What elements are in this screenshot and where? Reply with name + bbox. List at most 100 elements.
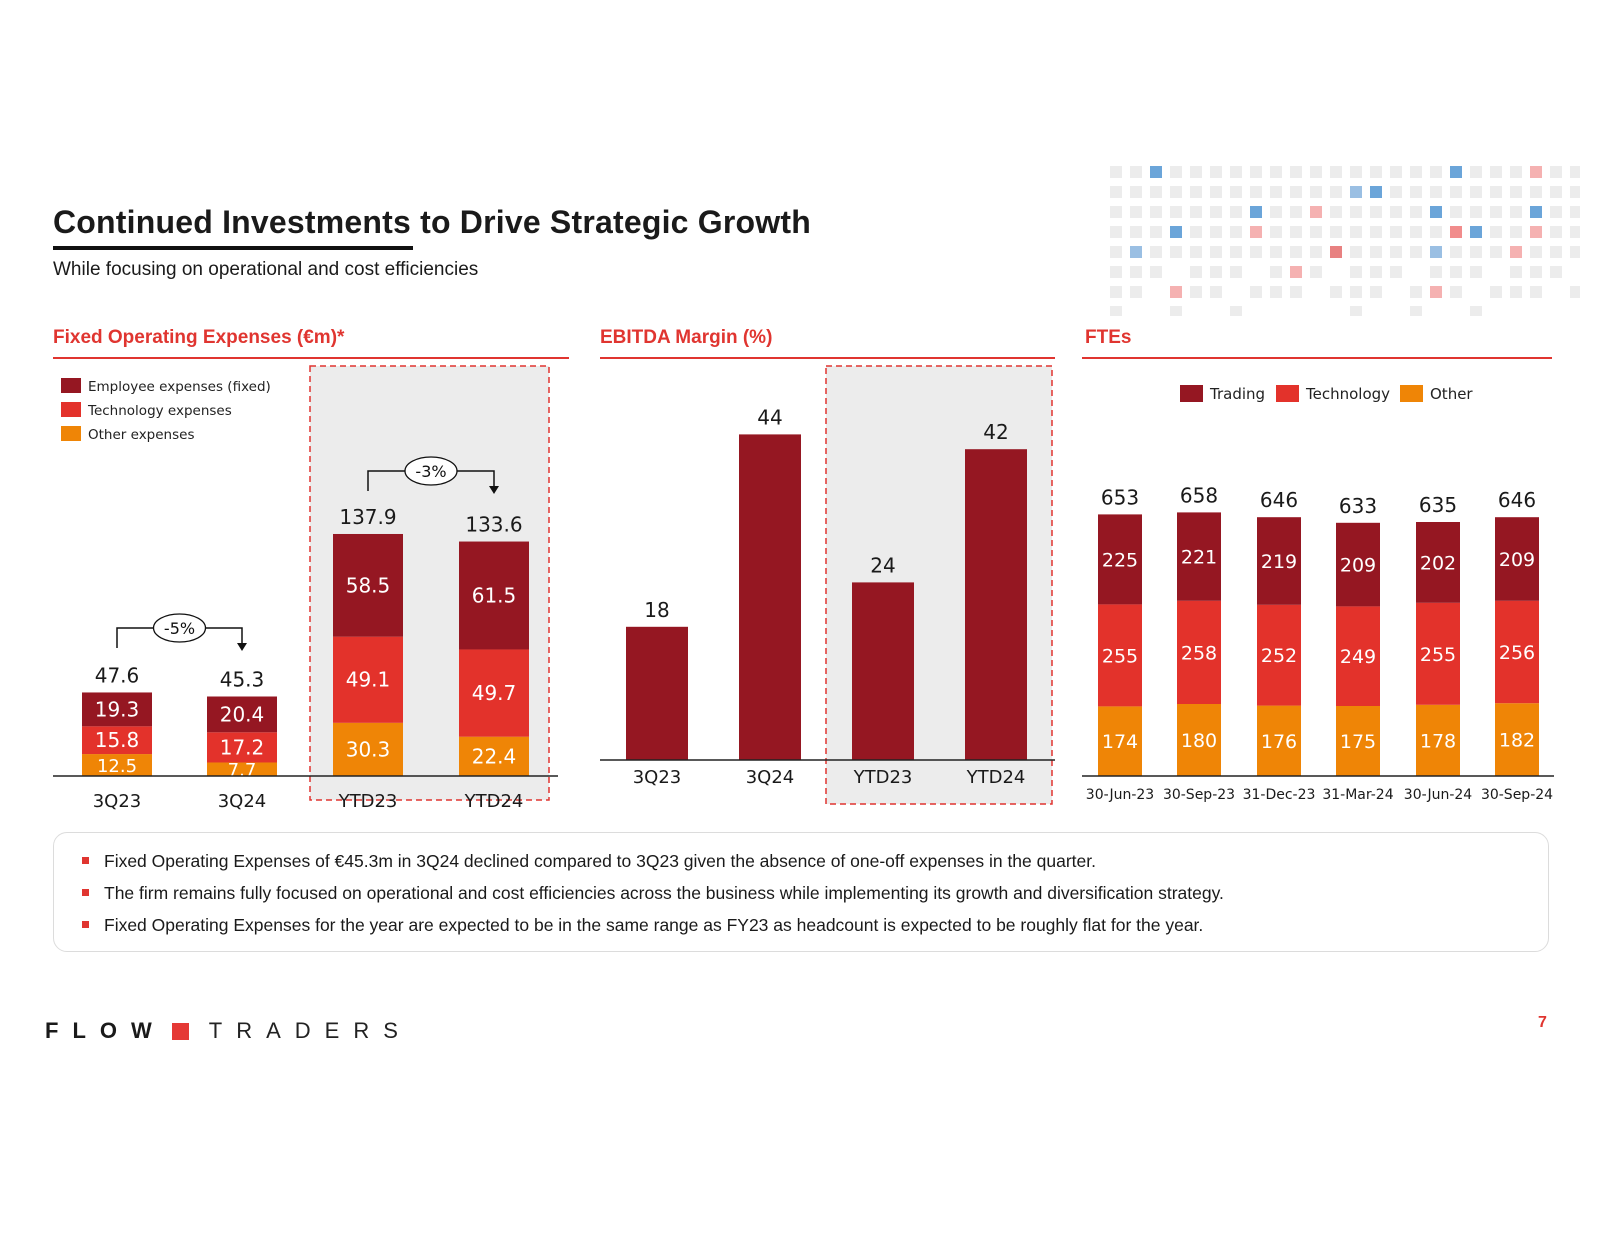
- bar-segment: [1257, 604, 1301, 706]
- mosaic-tile: [1390, 226, 1402, 238]
- bar-segment: [82, 726, 152, 755]
- bullet-marker: [82, 889, 89, 896]
- data-label: 176: [1261, 731, 1297, 753]
- bar-segment: [1336, 606, 1380, 706]
- legend-swatch: [61, 426, 81, 441]
- bar-segment: [82, 754, 152, 776]
- data-label: 255: [1420, 644, 1456, 666]
- mosaic-tile: [1170, 186, 1182, 198]
- x-tick-label: YTD24: [464, 791, 524, 812]
- mosaic-tile: [1530, 166, 1542, 178]
- mosaic-tile: [1510, 206, 1522, 218]
- total-label: 137.9: [339, 505, 396, 529]
- mosaic-tile: [1110, 166, 1122, 178]
- mosaic-tile: [1370, 186, 1382, 198]
- mosaic-tile: [1130, 166, 1142, 178]
- bar-segment: [82, 692, 152, 727]
- bar-segment: [1495, 600, 1539, 704]
- mosaic-tile: [1190, 286, 1202, 298]
- x-tick-label: 31-Mar-24: [1322, 787, 1393, 803]
- mosaic-tile: [1510, 246, 1522, 258]
- mosaic-tile: [1210, 206, 1222, 218]
- mosaic-tile: [1570, 286, 1580, 298]
- mosaic-tile: [1130, 206, 1142, 218]
- mosaic-tile: [1150, 186, 1162, 198]
- annotation-label: -3%: [415, 462, 446, 481]
- mosaic-tile: [1330, 226, 1342, 238]
- data-label: 61.5: [472, 583, 517, 607]
- bar-segment: [1416, 704, 1460, 776]
- decorative-mosaic: [1110, 166, 1580, 316]
- mosaic-tile: [1550, 166, 1562, 178]
- legend-label: Technology expenses: [87, 403, 232, 419]
- mosaic-tile: [1570, 186, 1580, 198]
- mosaic-tile: [1210, 246, 1222, 258]
- data-label: 44: [757, 405, 782, 429]
- mosaic-tile: [1510, 266, 1522, 278]
- mosaic-tile: [1410, 286, 1422, 298]
- mosaic-tile: [1510, 286, 1522, 298]
- bar: [626, 626, 688, 760]
- mosaic-tile: [1410, 206, 1422, 218]
- mosaic-tile: [1290, 246, 1302, 258]
- mosaic-tile: [1250, 186, 1262, 198]
- mosaic-tile: [1290, 286, 1302, 298]
- data-label: 180: [1181, 730, 1217, 752]
- mosaic-tile: [1430, 206, 1442, 218]
- bullet-text: The firm remains fully focused on operat…: [104, 883, 1224, 903]
- data-label: 252: [1261, 645, 1297, 667]
- mosaic-tile: [1330, 286, 1342, 298]
- mosaic-tile: [1410, 166, 1422, 178]
- mosaic-tile: [1530, 246, 1542, 258]
- mosaic-tile: [1150, 266, 1162, 278]
- bar-segment: [1177, 512, 1221, 601]
- mosaic-tile: [1410, 186, 1422, 198]
- x-tick-label: 30-Jun-23: [1086, 787, 1154, 803]
- bar-segment: [1098, 604, 1142, 707]
- x-tick-label: 30-Sep-23: [1163, 787, 1235, 803]
- bar-segment: [1495, 703, 1539, 776]
- mosaic-tile: [1290, 266, 1302, 278]
- mosaic-tile: [1390, 166, 1402, 178]
- mosaic-tile: [1370, 206, 1382, 218]
- mosaic-tile: [1510, 226, 1522, 238]
- data-label: 30.3: [346, 737, 391, 761]
- mosaic-tile: [1350, 306, 1362, 316]
- mosaic-tile: [1270, 266, 1282, 278]
- commentary-box: Fixed Operating Expenses of €45.3m in 3Q…: [53, 832, 1549, 952]
- mosaic-tile: [1410, 226, 1422, 238]
- mosaic-tile: [1430, 286, 1442, 298]
- bar-segment: [1336, 706, 1380, 776]
- bar: [965, 449, 1027, 760]
- bar-segment: [207, 696, 277, 733]
- mosaic-tile: [1130, 286, 1142, 298]
- data-label: 209: [1499, 549, 1535, 571]
- mosaic-tile: [1250, 286, 1262, 298]
- mosaic-tile: [1550, 226, 1562, 238]
- mosaic-tile: [1490, 206, 1502, 218]
- data-label: 7.7: [228, 760, 257, 781]
- bar-segment: [459, 649, 529, 737]
- annotation-label: -5%: [164, 619, 195, 638]
- mosaic-tile: [1530, 206, 1542, 218]
- mosaic-tile: [1230, 206, 1242, 218]
- mosaic-tile: [1310, 186, 1322, 198]
- mosaic-tile: [1230, 246, 1242, 258]
- mosaic-tile: [1290, 226, 1302, 238]
- legend-swatch: [1276, 385, 1299, 402]
- mosaic-tile: [1270, 206, 1282, 218]
- data-label: 219: [1261, 551, 1297, 573]
- mosaic-tile: [1430, 246, 1442, 258]
- mosaic-tile: [1470, 186, 1482, 198]
- mosaic-tile: [1270, 286, 1282, 298]
- mosaic-tile: [1110, 186, 1122, 198]
- mosaic-tile: [1130, 246, 1142, 258]
- mosaic-tile: [1210, 266, 1222, 278]
- page-number: 7: [1538, 1014, 1547, 1031]
- data-label: 22.4: [472, 744, 517, 768]
- legend-label: Other expenses: [88, 427, 194, 443]
- data-label: 202: [1420, 552, 1456, 574]
- bar-segment: [1416, 602, 1460, 705]
- mosaic-tile: [1110, 246, 1122, 258]
- bar-segment: [1098, 706, 1142, 776]
